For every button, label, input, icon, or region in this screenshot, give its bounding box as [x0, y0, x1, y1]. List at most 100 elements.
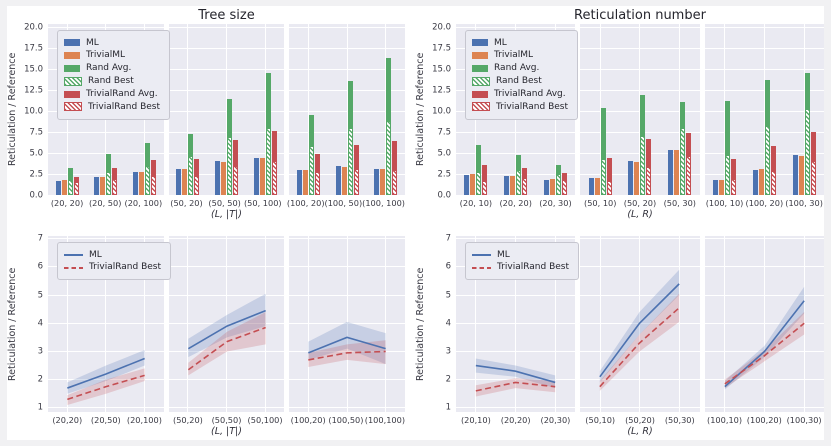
x-axis-tick-labels: (20, 20) (20, 50) (20, 100) (50, 20) (50, 50… — [48, 195, 405, 208]
gridline-vertical — [599, 236, 601, 412]
plot-area: ML TrivialRand Best — [456, 236, 824, 412]
bar-trivialrand-best — [112, 179, 118, 195]
bar-ml — [543, 179, 549, 195]
gridline-vertical — [226, 236, 227, 412]
x-tick-label: (100, 20) — [745, 198, 784, 208]
legend-label: ML — [86, 37, 99, 48]
x-tick-label: (20,10) — [460, 415, 491, 425]
bar-trivialml — [138, 171, 144, 195]
bar-trivialrand-avg — [73, 176, 79, 195]
legend-entry: ML — [472, 38, 568, 48]
bar-trivialrand-best — [810, 160, 816, 195]
legend-label: Rand Avg. — [494, 63, 540, 74]
bar-trivialrand-avg — [112, 168, 118, 195]
legend-label: TrivialML — [86, 50, 125, 61]
y-tick-label: 15.0 — [24, 64, 43, 75]
y-tick-label: 20.0 — [432, 22, 451, 33]
legend-label: ML — [89, 249, 102, 260]
x-tick-label: (50, 20) — [170, 198, 203, 208]
bar-ml — [253, 157, 259, 195]
bar-ml — [668, 149, 674, 195]
legend-label: TrivialML — [494, 50, 533, 61]
gridline-vertical — [679, 236, 681, 412]
bar-trivialrand-avg — [194, 158, 200, 195]
x-axis-label: (L, |T|) — [211, 209, 242, 220]
chart-title: Tree size — [198, 8, 255, 23]
bar-trivialml — [259, 157, 265, 195]
x-tick-label: (20,20) — [52, 415, 83, 425]
ml-swatch — [64, 39, 80, 47]
bar-rand-best — [476, 171, 482, 195]
gridline-vertical — [554, 236, 556, 412]
y-tick-label: 12.5 — [432, 84, 451, 95]
x-tick-label: (50,50) — [211, 415, 242, 425]
y-axis-tick-labels: 0.0 2.5 5.0 7.5 10.0 12.5 15.0 17.5 20.0 — [428, 23, 456, 199]
y-tick-label: 2 — [37, 374, 43, 385]
y-tick-label: 12.5 — [24, 84, 43, 95]
bar-ml — [628, 161, 634, 195]
bar-trivialrand-best — [686, 156, 692, 195]
legend-label: TrivialRand Best — [89, 262, 161, 273]
gridline-vertical — [763, 236, 765, 412]
gridline-vertical — [599, 24, 601, 195]
bar-rand-avg — [476, 144, 482, 195]
legend-label: TrivialRand Best — [496, 101, 568, 112]
gridline-vertical — [143, 236, 145, 412]
axes-panel — [704, 236, 824, 412]
x-tick-label: (50,20) — [173, 415, 203, 425]
legend-label: ML — [497, 249, 510, 260]
bar-trivialml — [634, 161, 640, 195]
bar-trivialrand-best — [73, 182, 79, 195]
bar-rand-avg — [188, 133, 194, 195]
trivialrand-best-swatch — [64, 102, 82, 112]
line-series-layer — [599, 269, 681, 391]
legend-entry: TrivialRand Best — [64, 262, 161, 272]
bar-trivialrand-best — [482, 181, 488, 195]
confidence-band-ml — [308, 321, 387, 365]
mean-line-ml — [723, 300, 805, 388]
y-axis-tick-labels: 1 2 3 4 5 6 7 — [20, 235, 48, 412]
legend-entry: TrivialRand Best — [472, 262, 569, 272]
y-tick-label: 3 — [37, 346, 43, 357]
bar-rand-best — [804, 108, 810, 195]
trivialrand-best-line-sample — [64, 266, 83, 269]
bar-rand-best — [347, 127, 353, 195]
bar-rand-best — [188, 156, 194, 195]
bar-rand-best — [516, 169, 522, 195]
bar-rand-best — [680, 128, 686, 195]
x-tick-panel: (100, 10) (100, 20) (100, 30) — [705, 198, 824, 208]
gridline-vertical — [105, 236, 107, 412]
bar-trivialrand-best — [392, 169, 398, 195]
bar-rand-best — [600, 159, 606, 195]
gridline-vertical — [264, 236, 266, 412]
ml-swatch — [472, 39, 488, 47]
bar-trivialml — [221, 161, 226, 195]
axes-panel — [168, 24, 285, 195]
gridline-vertical — [385, 236, 387, 412]
gridline-vertical — [679, 24, 681, 195]
rand-avg-swatch — [472, 64, 488, 72]
ml-line-sample — [472, 253, 491, 256]
x-tick-label: (20, 20) — [499, 198, 532, 208]
bar-trivialrand-avg — [482, 164, 488, 195]
bar-ml — [132, 171, 138, 195]
gridline-vertical — [264, 24, 266, 195]
x-tick-panel: (50, 10) (50, 20) (50, 30) — [580, 198, 699, 208]
bar-ml — [215, 161, 220, 195]
y-tick-label: 4 — [445, 318, 451, 329]
x-tick-label: (100,30) — [786, 415, 822, 425]
x-tick-label: (20, 30) — [539, 198, 572, 208]
trivialml-swatch — [64, 52, 80, 60]
x-tick-panel: (50,10) (50,20) (50,30) — [580, 415, 699, 425]
y-axis-tick-labels: 1 2 3 4 5 6 7 — [428, 235, 456, 412]
y-axis-tick-labels: 0.0 2.5 5.0 7.5 10.0 12.5 15.0 17.5 20.0 — [20, 23, 48, 199]
legend: ML TrivialRand Best — [57, 242, 171, 281]
axes-panel — [580, 236, 700, 412]
line-series-layer — [475, 358, 556, 397]
bar-trivialrand-avg — [561, 173, 567, 195]
bar-rand-best — [725, 155, 731, 195]
bar-trivialml — [380, 169, 386, 195]
bar-ml — [297, 170, 303, 195]
bar-rand-avg — [106, 153, 112, 195]
